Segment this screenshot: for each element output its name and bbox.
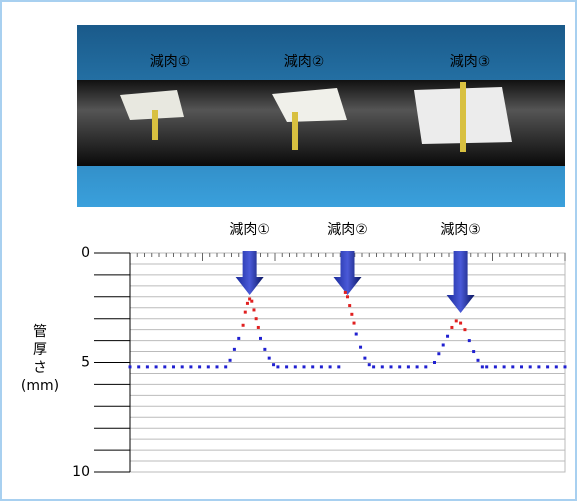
data-point <box>481 365 484 368</box>
data-point <box>398 365 401 368</box>
photo-label: 減肉③ <box>450 53 491 70</box>
data-point <box>529 365 532 368</box>
data-point <box>363 357 366 360</box>
data-point <box>355 333 358 336</box>
photo-label: 減肉② <box>284 53 325 70</box>
data-point <box>303 365 306 368</box>
data-point <box>137 365 140 368</box>
data-point <box>520 365 523 368</box>
data-point <box>311 365 314 368</box>
y-axis-label: (mm) <box>21 378 59 394</box>
data-point <box>346 295 349 298</box>
data-point <box>146 365 149 368</box>
data-point <box>276 365 279 368</box>
data-point <box>348 304 351 307</box>
data-point <box>372 365 375 368</box>
data-point <box>477 359 480 362</box>
data-point <box>472 350 475 353</box>
data-point <box>198 365 201 368</box>
data-point <box>268 357 271 360</box>
data-point <box>242 324 245 327</box>
data-point <box>163 365 166 368</box>
data-point <box>455 319 458 322</box>
data-point <box>129 365 132 368</box>
data-point <box>294 365 297 368</box>
data-point <box>511 365 514 368</box>
data-point <box>537 365 540 368</box>
data-point <box>546 365 549 368</box>
data-point <box>503 365 506 368</box>
data-point <box>181 365 184 368</box>
data-point <box>368 363 371 366</box>
data-point <box>285 365 288 368</box>
y-tick-label: 10 <box>72 464 90 480</box>
annotation: 減肉③ <box>440 221 481 238</box>
data-point <box>237 337 240 340</box>
data-point <box>257 326 260 329</box>
data-point <box>250 300 253 303</box>
data-point <box>564 365 567 368</box>
annotation: 減肉② <box>327 221 368 238</box>
data-point <box>344 291 347 294</box>
photo-label: 減肉① <box>150 53 191 70</box>
data-point <box>555 365 558 368</box>
data-point <box>381 365 384 368</box>
y-axis-label: 管 <box>33 324 47 340</box>
y-axis-label: 厚 <box>33 342 47 358</box>
data-point <box>259 337 262 340</box>
y-tick-label: 5 <box>81 355 90 371</box>
data-point <box>224 365 227 368</box>
data-point <box>416 365 419 368</box>
data-point <box>433 361 436 364</box>
data-point <box>450 326 453 329</box>
data-point <box>359 346 362 349</box>
data-point <box>255 317 258 320</box>
data-point <box>233 348 236 351</box>
data-point <box>463 328 466 331</box>
data-point <box>337 365 340 368</box>
data-point <box>424 365 427 368</box>
data-point <box>353 322 356 325</box>
data-point <box>485 365 488 368</box>
figure: 減肉① 減肉② 減肉③ 0 5 10 管厚さ (mm) 減肉① 減肉② 減肉③ <box>0 0 577 501</box>
data-point <box>446 335 449 338</box>
data-point <box>437 352 440 355</box>
data-point <box>468 339 471 342</box>
data-point <box>320 365 323 368</box>
data-point <box>207 365 210 368</box>
data-point <box>459 322 462 325</box>
data-point <box>189 365 192 368</box>
y-tick-label: 0 <box>81 245 90 261</box>
data-point <box>229 359 232 362</box>
y-axis-label: さ <box>33 360 47 376</box>
chart: 減肉① 減肉② 減肉③ 0 5 10 管厚さ (mm) 減肉① 減肉② 減肉③ <box>2 2 575 499</box>
data-point <box>252 308 255 311</box>
data-point <box>390 365 393 368</box>
annotation: 減肉① <box>229 221 270 238</box>
data-point <box>263 348 266 351</box>
data-point <box>350 313 353 316</box>
data-point <box>155 365 158 368</box>
data-point <box>244 311 247 314</box>
data-point <box>172 365 175 368</box>
data-point <box>272 363 275 366</box>
data-point <box>329 365 332 368</box>
data-point <box>494 365 497 368</box>
data-point <box>407 365 410 368</box>
data-point <box>442 343 445 346</box>
photo: 減肉① 減肉② 減肉③ <box>77 25 565 207</box>
data-point <box>246 302 249 305</box>
data-point <box>216 365 219 368</box>
